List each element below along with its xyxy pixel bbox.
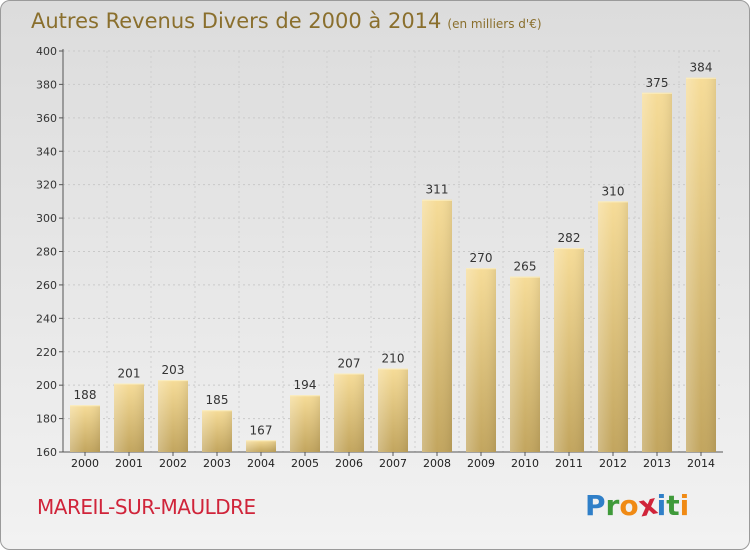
bar-shading bbox=[422, 199, 452, 452]
y-tick-label: 220 bbox=[36, 346, 57, 359]
data-label: 375 bbox=[646, 76, 669, 90]
y-tick-label: 160 bbox=[36, 446, 57, 459]
bar-shading bbox=[466, 268, 496, 452]
data-label: 203 bbox=[162, 363, 185, 377]
x-tick-label: 2000 bbox=[71, 457, 99, 470]
y-tick-label: 240 bbox=[36, 312, 57, 325]
logo-letter: i bbox=[679, 489, 690, 522]
y-tick-label: 260 bbox=[36, 279, 57, 292]
labels: 160 180 200 220 240 260 280 300 320 340 360 380 400 1… bbox=[36, 45, 715, 470]
proxiti-logo: Proxiti bbox=[585, 487, 690, 523]
y-tick-label: 360 bbox=[36, 112, 57, 125]
data-label: 185 bbox=[206, 393, 229, 407]
data-label: 384 bbox=[690, 61, 713, 75]
logo-letter: P bbox=[585, 489, 606, 522]
bar-shading bbox=[158, 380, 188, 452]
x-tick-label: 2002 bbox=[159, 457, 187, 470]
y-tick-label: 320 bbox=[36, 179, 57, 192]
bar-shading bbox=[202, 410, 232, 452]
data-label: 210 bbox=[382, 351, 405, 365]
y-tick-label: 300 bbox=[36, 212, 57, 225]
bar-shading bbox=[334, 373, 364, 452]
bar-shading bbox=[598, 201, 628, 452]
data-label: 167 bbox=[250, 423, 273, 437]
bar-shading bbox=[114, 383, 144, 452]
x-tick-label: 2013 bbox=[643, 457, 671, 470]
x-tick-label: 2007 bbox=[379, 457, 407, 470]
logo-letter: o bbox=[619, 489, 639, 522]
y-tick-label: 180 bbox=[36, 413, 57, 426]
bar-shading bbox=[686, 77, 716, 452]
bar-shading bbox=[290, 395, 320, 452]
bar-shading bbox=[70, 405, 100, 452]
bar-shading bbox=[246, 440, 276, 452]
data-label: 265 bbox=[514, 260, 537, 274]
x-tick-label: 2009 bbox=[467, 457, 495, 470]
logo-letter: r bbox=[605, 489, 620, 522]
y-tick-label: 200 bbox=[36, 379, 57, 392]
x-tick-label: 2003 bbox=[203, 457, 231, 470]
x-tick-label: 2012 bbox=[599, 457, 627, 470]
chart-title: Autres Revenus Divers de 2000 à 2014 (en … bbox=[31, 9, 542, 33]
x-tick-label: 2005 bbox=[291, 457, 319, 470]
x-tick-label: 2004 bbox=[247, 457, 275, 470]
y-tick-label: 280 bbox=[36, 246, 57, 259]
bar-shading bbox=[510, 276, 540, 452]
data-label: 194 bbox=[294, 378, 317, 392]
bar-shading bbox=[554, 248, 584, 452]
x-tick-label: 2010 bbox=[511, 457, 539, 470]
chart-subtitle: (en milliers d'€) bbox=[447, 17, 542, 31]
y-tick-label: 400 bbox=[36, 45, 57, 58]
x-tick-label: 2008 bbox=[423, 457, 451, 470]
data-label: 282 bbox=[558, 231, 581, 245]
logo-letter: t bbox=[666, 489, 680, 522]
x-tick-label: 2006 bbox=[335, 457, 363, 470]
y-tick-label: 340 bbox=[36, 145, 57, 158]
data-label: 201 bbox=[118, 366, 141, 380]
bar-shading bbox=[378, 368, 408, 452]
bars bbox=[70, 77, 716, 452]
bar-shading bbox=[642, 92, 672, 452]
y-tick-label: 380 bbox=[36, 78, 57, 91]
x-tick-label: 2001 bbox=[115, 457, 143, 470]
data-label: 310 bbox=[602, 184, 625, 198]
x-tick-label: 2014 bbox=[687, 457, 715, 470]
title-text: Autres Revenus Divers de 2000 à 2014 bbox=[31, 9, 442, 33]
data-label: 207 bbox=[338, 356, 361, 370]
data-label: 188 bbox=[74, 388, 97, 402]
x-tick-label: 2011 bbox=[555, 457, 583, 470]
data-label: 311 bbox=[426, 183, 449, 197]
logo-letter: i bbox=[656, 489, 667, 522]
commune-name: MAREIL-SUR-MAULDRE bbox=[37, 495, 256, 519]
data-label: 270 bbox=[470, 251, 493, 265]
